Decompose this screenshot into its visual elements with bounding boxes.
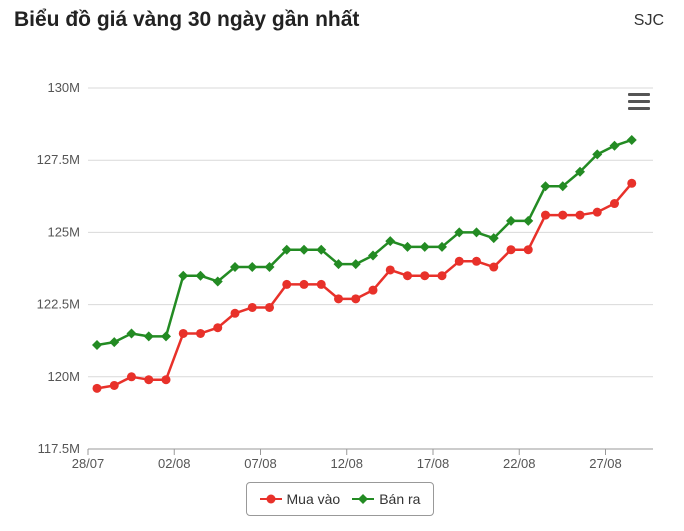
data-point-mua-vao [161, 375, 171, 385]
data-point-ban-ra [437, 241, 447, 252]
data-point-ban-ra [454, 227, 465, 238]
data-point-ban-ra [109, 337, 120, 348]
data-point-mua-vao [247, 302, 257, 312]
data-point-ban-ra [333, 259, 344, 270]
data-point-ban-ra [592, 149, 603, 160]
y-tick-label: 130M [47, 80, 80, 95]
data-point-ban-ra [402, 241, 413, 252]
legend-item-mua-vao[interactable]: Mua vào [259, 491, 341, 507]
data-point-ban-ra [350, 259, 361, 270]
y-tick-label: 127.5M [37, 152, 80, 167]
data-point-mua-vao [299, 279, 309, 289]
data-point-mua-vao [437, 271, 447, 281]
data-point-ban-ra [609, 140, 620, 151]
chart-legend: Mua vào Bán ra [246, 482, 434, 516]
data-point-mua-vao [489, 262, 499, 272]
data-point-mua-vao [109, 380, 119, 390]
data-point-mua-vao [178, 328, 188, 338]
data-point-mua-vao [592, 207, 602, 217]
data-point-mua-vao [92, 383, 102, 393]
data-point-ban-ra [471, 227, 482, 238]
data-point-mua-vao [196, 328, 205, 338]
data-point-mua-vao [127, 372, 136, 382]
data-point-ban-ra [126, 328, 137, 339]
data-point-mua-vao [403, 271, 412, 281]
data-point-ban-ra [178, 270, 189, 281]
data-point-ban-ra [92, 340, 102, 351]
data-point-mua-vao [334, 294, 343, 304]
series-line-ban-ra [96, 138, 633, 347]
data-point-ban-ra [575, 166, 585, 177]
x-tick-label: 28/07 [72, 456, 105, 471]
x-tick-label: 02/08 [158, 456, 191, 471]
legend-marker-diamond [352, 494, 375, 504]
data-point-ban-ra [506, 215, 516, 226]
data-point-ban-ra [230, 262, 240, 273]
data-point-mua-vao [420, 271, 430, 281]
data-point-ban-ra [161, 331, 171, 342]
data-point-ban-ra [385, 236, 396, 247]
data-point-mua-vao [472, 256, 481, 266]
data-point-mua-vao [385, 265, 395, 275]
data-point-mua-vao [213, 323, 223, 333]
page-title: Biểu đồ giá vàng 30 ngày gần nhất [14, 8, 360, 31]
legend-label-mua-vao: Mua vào [286, 491, 341, 507]
legend-marker-circle [259, 494, 282, 504]
data-point-ban-ra [557, 181, 568, 192]
y-tick-label: 125M [47, 224, 80, 239]
data-point-ban-ra [316, 244, 327, 255]
legend-item-ban-ra[interactable]: Bán ra [352, 491, 420, 507]
data-point-mua-vao [454, 256, 464, 266]
series-line-mua-vao [96, 182, 633, 390]
data-point-ban-ra [540, 181, 551, 192]
data-point-ban-ra [626, 134, 637, 145]
data-point-mua-vao [144, 375, 154, 385]
data-point-ban-ra [368, 250, 378, 261]
data-point-mua-vao [523, 245, 533, 255]
data-point-mua-vao [351, 294, 361, 304]
data-point-ban-ra [264, 262, 275, 273]
data-point-ban-ra [143, 331, 154, 342]
y-tick-label: 117.5M [38, 441, 80, 456]
data-point-mua-vao [610, 199, 619, 209]
data-point-ban-ra [281, 244, 292, 255]
data-point-ban-ra [299, 244, 309, 255]
data-point-ban-ra [419, 241, 430, 252]
data-point-mua-vao [506, 245, 516, 255]
data-point-ban-ra [195, 270, 206, 281]
data-point-mua-vao [575, 210, 585, 220]
x-tick-label: 17/08 [417, 456, 450, 471]
data-point-ban-ra [247, 262, 258, 273]
data-point-mua-vao [230, 308, 240, 318]
data-point-ban-ra [523, 215, 534, 226]
data-point-mua-vao [316, 279, 326, 289]
data-point-mua-vao [541, 210, 550, 220]
legend-label-ban-ra: Bán ra [379, 491, 421, 507]
data-point-mua-vao [627, 178, 637, 188]
hamburger-menu-icon[interactable] [628, 93, 650, 111]
x-tick-label: 12/08 [330, 456, 363, 471]
data-point-mua-vao [558, 210, 568, 220]
y-tick-label: 120M [47, 369, 80, 384]
data-point-ban-ra [212, 276, 223, 287]
brand-label: SJC [633, 12, 664, 29]
data-point-mua-vao [282, 279, 292, 289]
x-tick-label: 07/08 [244, 456, 277, 471]
x-tick-label: 27/08 [589, 456, 622, 471]
x-tick-label: 22/08 [503, 456, 536, 471]
data-point-ban-ra [488, 233, 499, 244]
data-point-mua-vao [265, 302, 274, 312]
data-point-mua-vao [368, 285, 378, 295]
y-tick-label: 122.5M [37, 297, 80, 312]
